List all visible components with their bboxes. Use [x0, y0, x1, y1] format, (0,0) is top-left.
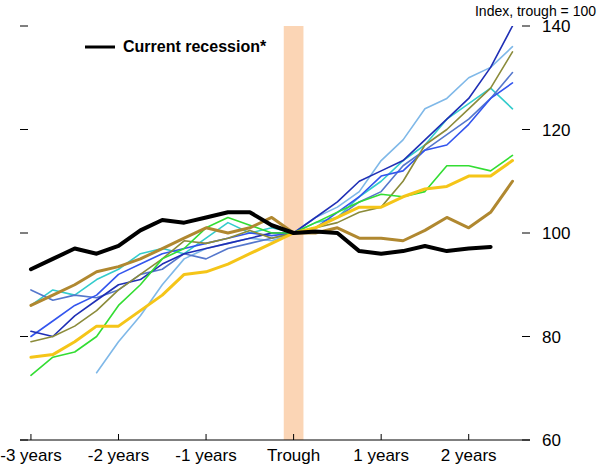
x-tick — [468, 434, 469, 440]
series-line — [31, 212, 491, 269]
y-tick-left — [20, 233, 28, 234]
legend-swatch — [85, 46, 115, 49]
x-axis-line — [20, 440, 530, 441]
y-tick-right — [522, 440, 530, 441]
y-tick-label: 80 — [542, 328, 561, 347]
y-tick-label: 140 — [542, 17, 570, 36]
series-line — [97, 47, 513, 373]
x-tick — [381, 434, 382, 440]
y-tick-left — [20, 129, 28, 130]
title: Index, trough = 100 — [475, 3, 596, 19]
series-line — [31, 155, 513, 375]
y-tick-left — [20, 336, 28, 337]
x-tick — [206, 434, 207, 440]
series-line — [31, 88, 513, 305]
y-tick-label: 60 — [542, 431, 561, 450]
y-tick-left — [20, 26, 28, 27]
x-tick-label: 1 years — [353, 446, 409, 465]
x-tick-label: -1 years — [175, 446, 236, 465]
y-tick-right — [522, 233, 530, 234]
x-tick-label: -2 years — [88, 446, 149, 465]
x-tick-label: -3 years — [0, 446, 61, 465]
x-tick-label: Trough — [267, 446, 320, 465]
x-tick — [118, 434, 119, 440]
y-tick-left — [20, 440, 28, 441]
x-tick-label: 2 years — [441, 446, 497, 465]
legend: Current recession* — [85, 38, 267, 55]
y-tick-label: 120 — [542, 121, 570, 140]
series-line — [31, 52, 513, 342]
legend-label: Current recession* — [123, 38, 267, 55]
series-line — [31, 83, 513, 337]
y-tick-right — [522, 336, 530, 337]
lines — [31, 26, 513, 375]
chart: 60 80 100 120 140 -3 years -2 years -1 years Tro… — [0, 0, 600, 466]
x-tick — [293, 434, 294, 440]
series-line — [31, 26, 513, 337]
series-line — [31, 161, 513, 358]
y-tick-right — [522, 129, 530, 130]
y-tick-label: 100 — [542, 224, 570, 243]
x-tick — [30, 434, 31, 440]
y-tick-right — [522, 26, 530, 27]
